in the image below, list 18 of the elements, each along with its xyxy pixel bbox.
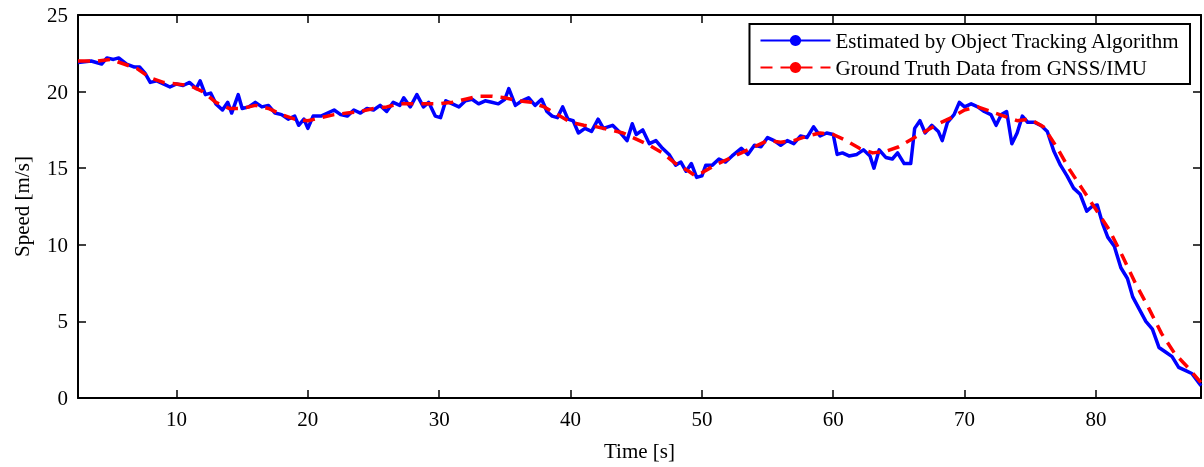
y-tick-label: 25 [47,3,68,27]
y-tick-label: 10 [47,232,68,257]
x-tick-label: 60 [822,406,844,431]
legend-label: Ground Truth Data from GNSS/IMU [835,55,1147,80]
x-tick-label: 20 [297,406,319,431]
x-tick-label: 50 [691,406,713,431]
y-axis-title: Speed [m/s] [9,156,34,257]
x-tick-label: 70 [954,406,976,431]
x-tick-label: 40 [560,406,582,431]
y-tick-label: 5 [57,309,68,334]
legend-label: Estimated by Object Tracking Algorithm [835,28,1179,53]
x-tick-label: 10 [166,406,188,431]
y-tick-label: 15 [47,156,68,181]
x-tick-label: 30 [428,406,450,431]
x-tick-label: 80 [1085,406,1107,431]
y-tick-label: 0 [57,386,68,410]
x-axis-title: Time [s] [604,438,675,463]
y-tick-label: 20 [47,79,68,104]
